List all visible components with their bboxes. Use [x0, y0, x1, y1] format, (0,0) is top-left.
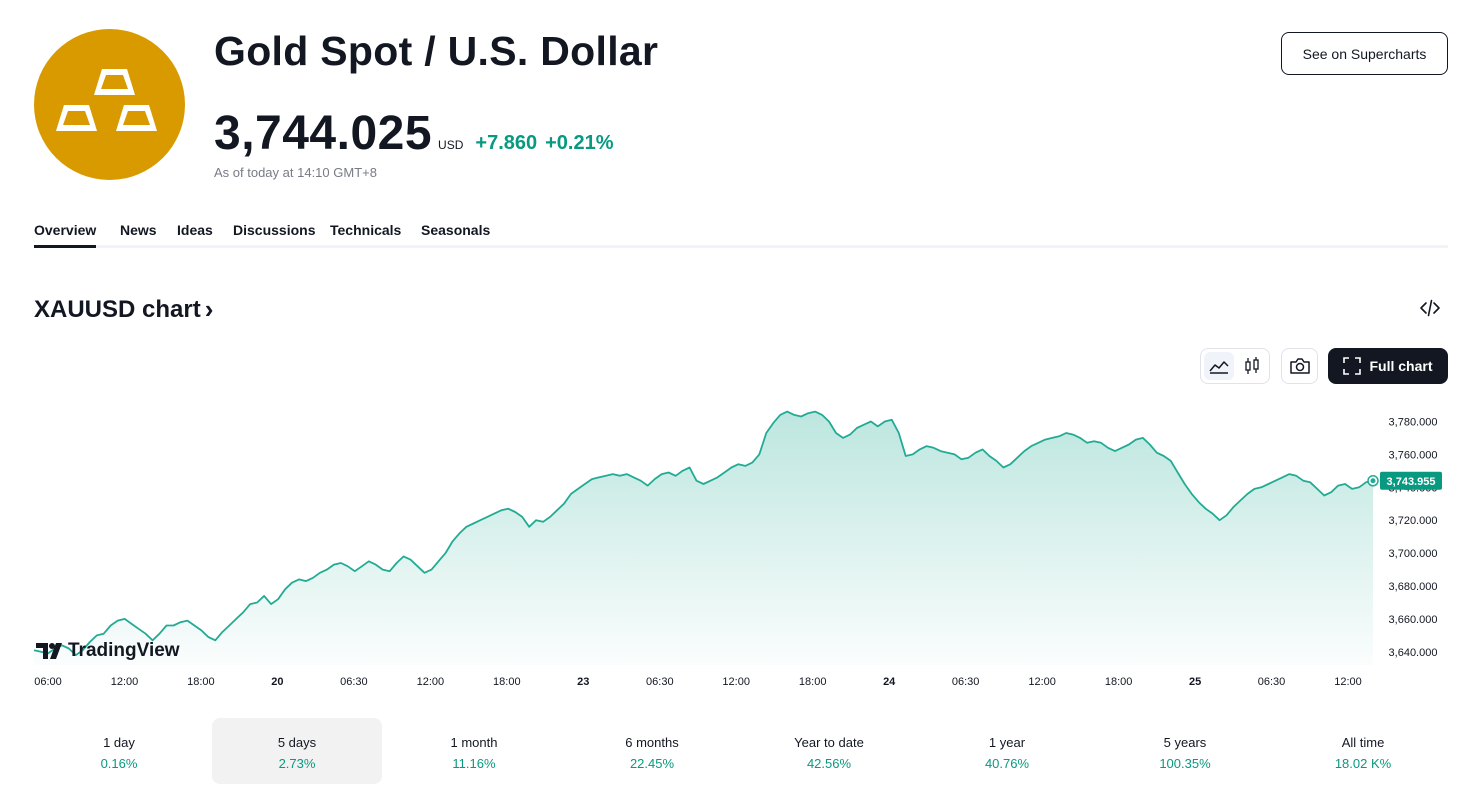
- last-price: 3,744.025: [214, 107, 433, 160]
- full-chart-button[interactable]: Full chart: [1328, 348, 1448, 384]
- period-label: All time: [1341, 735, 1385, 750]
- tradingview-watermark: TradingView: [36, 640, 180, 661]
- period-value: 100.35%: [1159, 756, 1211, 771]
- period-1-year[interactable]: 1 year 40.76%: [922, 718, 1092, 784]
- period-value: 2.73%: [278, 756, 316, 771]
- price-row: 3,744.025 USD +7.860 +0.21%: [214, 106, 622, 161]
- period-label: Year to date: [794, 735, 864, 750]
- period-value: 42.56%: [806, 756, 852, 771]
- price-change-percent: +0.21%: [545, 132, 614, 154]
- period-label: 5 years: [1163, 735, 1207, 750]
- x-tick-label: 06:30: [646, 676, 674, 688]
- x-tick-label: 12:00: [1028, 676, 1056, 688]
- full-chart-label: Full chart: [1369, 358, 1433, 374]
- x-tick-label: 06:30: [340, 676, 368, 688]
- last-value-label: 3,743.955: [1387, 476, 1436, 488]
- y-tick-label: 3,720.000: [1389, 515, 1438, 527]
- tab-seasonals[interactable]: Seasonals: [421, 222, 491, 238]
- x-tick-label: 18:00: [493, 676, 521, 688]
- code-embed-icon[interactable]: [1418, 297, 1442, 319]
- y-tick-label: 3,760.000: [1389, 449, 1438, 461]
- period-6-months[interactable]: 6 months 22.45%: [567, 718, 737, 784]
- period-1-day[interactable]: 1 day 0.16%: [34, 718, 204, 784]
- candlestick-icon[interactable]: [1237, 352, 1267, 380]
- x-tick-label: 24: [883, 676, 896, 688]
- period-label: 6 months: [625, 735, 679, 750]
- tab-ideas[interactable]: Ideas: [177, 222, 213, 238]
- x-tick-label: 12:00: [111, 676, 139, 688]
- y-tick-label: 3,660.000: [1389, 614, 1438, 626]
- fullscreen-icon: [1343, 357, 1362, 375]
- x-tick-label: 12:00: [1334, 676, 1362, 688]
- price-series-line: [33, 410, 1374, 656]
- price-chart[interactable]: 3,640.000 3,660.000 3,680.000 3,700.000 3,72…: [0, 395, 1469, 700]
- see-on-supercharts-button[interactable]: See on Supercharts: [1281, 32, 1448, 75]
- x-tick-label: 06:30: [952, 676, 980, 688]
- x-tick-label: 06:00: [34, 676, 62, 688]
- gold-bars-icon: [56, 69, 157, 131]
- page-title: Gold Spot / U.S. Dollar: [214, 28, 659, 74]
- period-1-month[interactable]: 1 month 11.16%: [389, 718, 559, 784]
- period-all-time[interactable]: All time 18.02 K%: [1278, 718, 1448, 784]
- x-tick-label: 18:00: [1105, 676, 1133, 688]
- x-tick-label: 23: [577, 676, 589, 688]
- period-value: 11.16%: [452, 756, 496, 771]
- x-tick-label: 12:00: [722, 676, 750, 688]
- period-value: 0.16%: [100, 756, 138, 771]
- symbol-tabs: Overview News Ideas Discussions Technica…: [34, 220, 1448, 248]
- last-value-badge: [1380, 471, 1442, 490]
- period-label: 1 year: [988, 735, 1026, 750]
- tradingview-logo-icon: [36, 643, 62, 659]
- x-tick-label: 20: [271, 676, 283, 688]
- x-tick-label: 12:00: [417, 676, 445, 688]
- chart-title-link[interactable]: XAUUSD chart ›: [34, 294, 213, 325]
- tab-news[interactable]: News: [120, 222, 157, 238]
- price-change-absolute: +7.860: [475, 132, 538, 154]
- symbol-logo: [34, 29, 185, 180]
- camera-icon[interactable]: [1281, 348, 1318, 384]
- period-year-to-date[interactable]: Year to date 42.56%: [744, 718, 914, 784]
- last-point-dot: [1370, 478, 1376, 484]
- x-tick-label: 25: [1189, 676, 1201, 688]
- x-tick-label: 18:00: [187, 676, 215, 688]
- period-value: 18.02 K%: [1334, 756, 1392, 771]
- x-tick-label: 06:30: [1258, 676, 1286, 688]
- y-tick-label: 3,700.000: [1389, 548, 1438, 560]
- chart-style-toggle: [1200, 348, 1270, 384]
- y-tick-label: 3,780.000: [1389, 417, 1438, 429]
- x-tick-label: 18:00: [799, 676, 827, 688]
- y-tick-label: 3,680.000: [1389, 581, 1438, 593]
- period-label: 1 day: [103, 735, 135, 750]
- chart-title: XAUUSD chart: [34, 295, 201, 323]
- watermark-text: TradingView: [68, 640, 180, 661]
- period-label: 5 days: [277, 735, 317, 750]
- period-5-years[interactable]: 5 years 100.35%: [1100, 718, 1270, 784]
- price-timestamp: As of today at 14:10 GMT+8: [214, 165, 377, 180]
- y-tick-label: 3,640.000: [1389, 647, 1438, 659]
- price-currency: USD: [438, 138, 464, 152]
- performance-periods: 1 day 0.16% 5 days 2.73% 1 month 11.16% …: [34, 718, 1448, 784]
- period-value: 22.45%: [629, 756, 675, 771]
- period-label: 1 month: [450, 735, 498, 750]
- period-value: 40.76%: [984, 756, 1030, 771]
- tab-overview[interactable]: Overview: [34, 222, 97, 248]
- tab-technicals[interactable]: Technicals: [330, 222, 402, 238]
- area-chart-icon[interactable]: [1204, 352, 1234, 380]
- price-area-fill: [34, 411, 1373, 665]
- chevron-right-icon: ›: [204, 294, 214, 324]
- tab-discussions[interactable]: Discussions: [233, 222, 316, 238]
- period-5-days[interactable]: 5 days 2.73%: [212, 718, 382, 784]
